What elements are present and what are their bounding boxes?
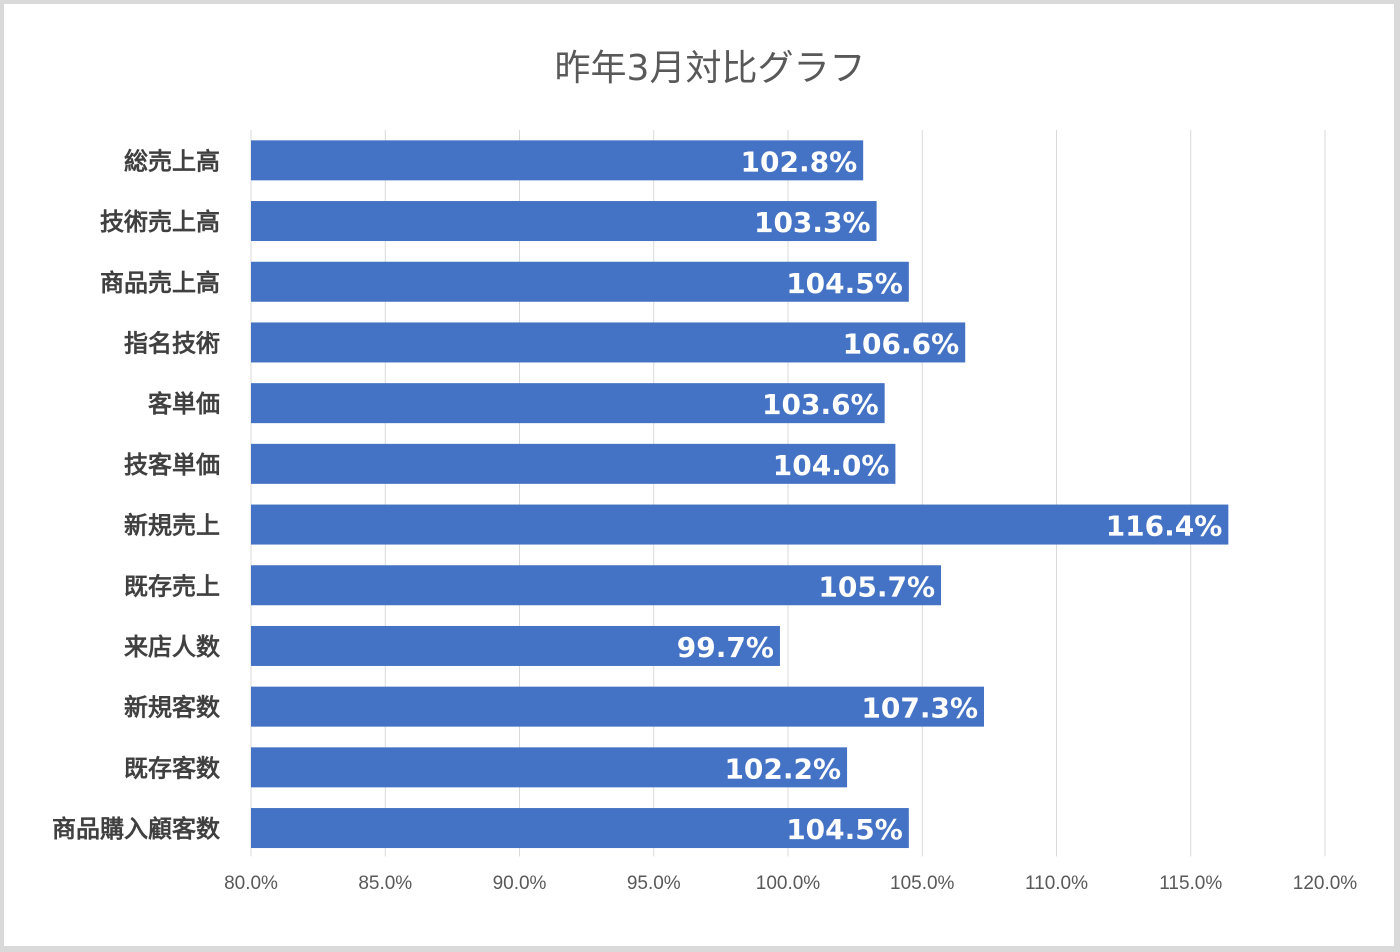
bar <box>251 322 966 363</box>
category-label: 技術売上高 <box>100 208 220 236</box>
x-tick-label: 110.0% <box>1025 873 1088 894</box>
data-label: 107.3% <box>861 692 978 725</box>
category-label: 既存売上 <box>124 572 220 600</box>
x-tick-label: 85.0% <box>358 873 412 894</box>
data-label: 104.0% <box>773 449 890 482</box>
category-label: 新規売上 <box>124 512 220 540</box>
chart-title: 昨年3月対比グラフ <box>555 48 866 89</box>
bar <box>251 504 1229 545</box>
data-label: 103.3% <box>754 206 871 239</box>
bar <box>251 625 780 666</box>
x-tick-label: 120.0% <box>1293 873 1358 894</box>
gridlines <box>250 130 1326 857</box>
bar-chart: 昨年3月対比グラフ 総売上高技術売上高商品売上高指名技術客単価技客単価新規売上既… <box>52 48 1357 894</box>
x-tick-labels: 80.0% 85.0% 90.0% 95.0% 100.0% 105.0% 110.0% 11… <box>224 873 1357 894</box>
bar <box>251 686 985 727</box>
x-tick-label: 80.0% <box>224 873 278 894</box>
category-label: 新規客数 <box>124 694 221 722</box>
x-tick-label: 90.0% <box>493 873 547 894</box>
data-label: 116.4% <box>1106 510 1223 543</box>
data-label: 102.2% <box>724 752 841 785</box>
bar <box>251 140 864 181</box>
data-labels: 102.8% 103.3% 104.5% 106.6% 103.6% 104.0% 116.… <box>677 145 1223 846</box>
data-label: 104.5% <box>786 267 903 300</box>
data-label: 103.6% <box>762 388 879 421</box>
category-label: 総売上高 <box>124 147 220 175</box>
category-label: 客単価 <box>148 390 220 418</box>
bar <box>251 747 848 788</box>
bar <box>251 443 896 484</box>
data-label: 102.8% <box>741 145 858 178</box>
category-label: 来店人数 <box>124 633 221 661</box>
x-tick-label: 115.0% <box>1159 873 1222 894</box>
category-label: 指名技術 <box>124 329 220 357</box>
data-label: 106.6% <box>843 327 960 360</box>
bars <box>251 140 1229 849</box>
category-label: 既存客数 <box>124 754 221 782</box>
bar <box>251 261 909 302</box>
x-tick-label: 105.0% <box>890 873 955 894</box>
data-label: 105.7% <box>818 570 935 603</box>
x-tick-label: 100.0% <box>756 873 821 894</box>
bar <box>251 201 877 242</box>
bar <box>251 383 885 424</box>
category-label: 商品売上高 <box>100 269 220 297</box>
bar <box>251 808 909 849</box>
bar <box>251 565 942 606</box>
data-label: 104.5% <box>786 813 903 846</box>
category-labels: 総売上高技術売上高商品売上高指名技術客単価技客単価新規売上既存売上来店人数新規客… <box>52 147 221 843</box>
category-label: 商品購入顧客数 <box>52 815 221 843</box>
category-label: 技客単価 <box>124 451 220 479</box>
x-tick-label: 95.0% <box>627 873 681 894</box>
chart-frame: 昨年3月対比グラフ 総売上高技術売上高商品売上高指名技術客単価技客単価新規売上既… <box>4 4 1394 946</box>
data-label: 99.7% <box>677 631 774 664</box>
